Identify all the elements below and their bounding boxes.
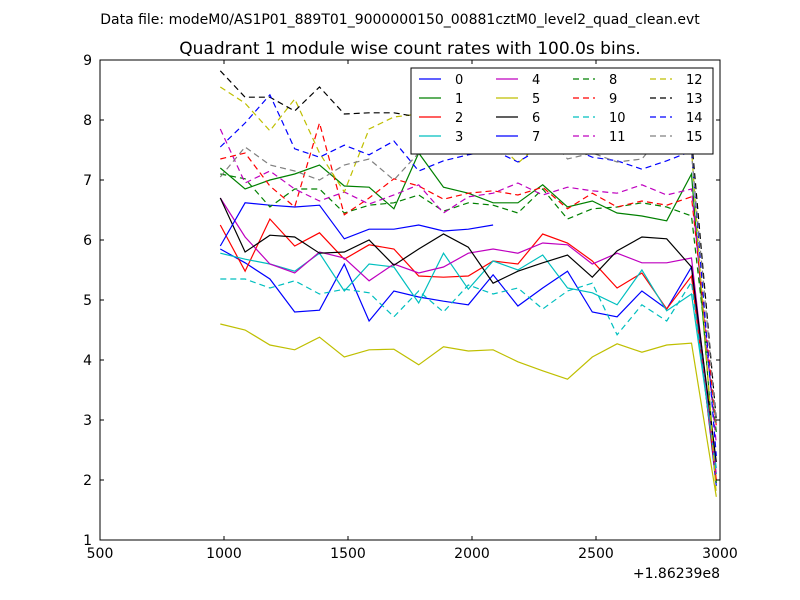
series-line-0 [220, 248, 717, 487]
suptitle: Data file: modeM0/AS1P01_889T01_90000001… [100, 12, 700, 28]
y-tick-label-7: 8 [83, 113, 92, 129]
y-tick-label-0: 1 [83, 533, 92, 549]
legend-label-14: 14 [686, 111, 703, 126]
series-line-8 [220, 173, 717, 433]
y-tick-label-8: 9 [83, 53, 92, 69]
y-tick-label-1: 2 [83, 473, 92, 489]
series-line-4 [219, 197, 717, 475]
legend-label-6: 6 [532, 111, 540, 126]
series-line-10 [220, 278, 717, 475]
legend-label-5: 5 [532, 92, 540, 107]
legend-label-1: 1 [455, 92, 463, 107]
y-tick-label-4: 5 [83, 293, 92, 309]
legend-label-2: 2 [455, 111, 463, 126]
series-line-9 [220, 120, 717, 427]
series-line-11 [219, 128, 717, 445]
legend-label-15: 15 [686, 130, 703, 145]
legend-label-7: 7 [532, 130, 540, 145]
legend-label-11: 11 [609, 130, 626, 145]
legend-label-13: 13 [686, 92, 703, 107]
legend-label-4: 4 [532, 73, 540, 88]
plot-frame [99, 59, 721, 541]
y-tick-label-6: 7 [83, 173, 92, 189]
legend-label-9: 9 [609, 92, 617, 107]
series-line-14 [219, 93, 717, 457]
series-line-6 [219, 197, 717, 463]
series-line-2 [219, 217, 717, 481]
legend-label-0: 0 [455, 73, 463, 88]
x-tick-label-1: 1000 [206, 546, 242, 562]
series-line-5 [220, 323, 717, 497]
x-tick-label-0: 500 [87, 546, 114, 562]
legend-label-10: 10 [609, 111, 626, 126]
legend-label-3: 3 [455, 130, 463, 145]
legend-box [410, 67, 714, 155]
y-tick-label-3: 4 [83, 353, 92, 369]
x-tick-label-3: 2000 [454, 546, 490, 562]
y-tick-label-2: 3 [83, 413, 92, 429]
x-tick-label-5: 3000 [702, 546, 738, 562]
x-tick-label-4: 2500 [578, 546, 614, 562]
series-line-7 [219, 202, 494, 247]
legend-label-12: 12 [686, 73, 703, 88]
series-line-15 [219, 91, 717, 424]
legend-label-8: 8 [609, 73, 617, 88]
y-tick-label-5: 6 [83, 233, 92, 249]
series-line-3 [220, 252, 717, 469]
x-offset-label: +1.86239e8 [633, 566, 720, 582]
x-tick-label-2: 1500 [330, 546, 366, 562]
chart-title: Quadrant 1 module wise count rates with … [179, 39, 640, 59]
